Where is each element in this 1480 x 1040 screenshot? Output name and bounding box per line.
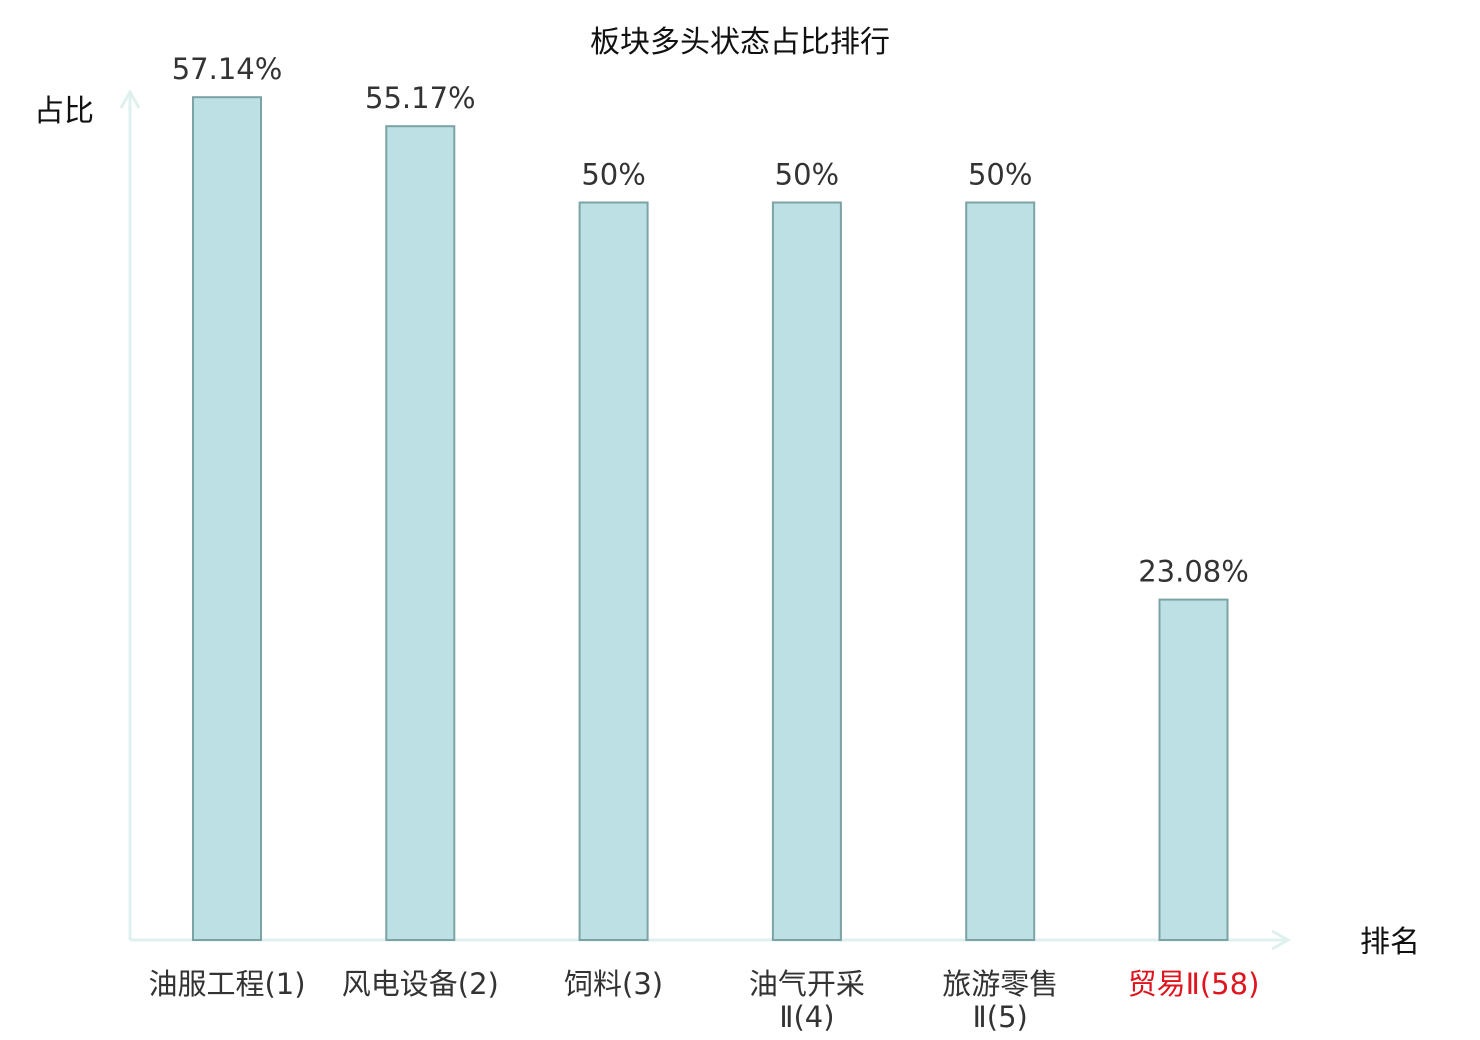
bar xyxy=(965,201,1036,941)
chart-title: 板块多头状态占比排行 xyxy=(590,25,890,60)
axes xyxy=(119,88,1292,951)
data-label: 50% xyxy=(968,158,1032,192)
y-axis-label: 占比 xyxy=(34,94,94,129)
x-tick-label: Ⅱ(4) xyxy=(779,1000,834,1034)
data-label: 50% xyxy=(775,158,839,192)
bar xyxy=(192,96,262,941)
data-label: 57.14% xyxy=(172,52,283,86)
x-tick-label: 油服工程(1) xyxy=(148,967,305,1001)
bar xyxy=(385,125,456,941)
bars-group xyxy=(192,96,1229,941)
y-axis-arrow xyxy=(119,88,141,109)
x-tick-label: 油气开采 xyxy=(749,967,865,1001)
data-label: 55.17% xyxy=(365,81,476,115)
x-tick-label: 旅游零售 xyxy=(942,967,1058,1001)
data-label: 50% xyxy=(581,158,645,192)
bar xyxy=(578,201,649,941)
bar xyxy=(1158,598,1229,941)
data-label: 23.08% xyxy=(1138,555,1249,589)
x-tick-label: 风电设备(2) xyxy=(342,967,499,1001)
x-tick-label: Ⅱ(5) xyxy=(973,1000,1028,1034)
x-tick-label: 贸易Ⅱ(58) xyxy=(1128,967,1260,1001)
value-labels-group: 57.14% 55.17% 50% 50% 50% 23.08% xyxy=(172,52,1249,588)
x-tick-label: 饲料(3) xyxy=(564,967,663,1001)
x-axis-arrow xyxy=(1271,929,1292,951)
bar xyxy=(771,201,842,941)
x-axis-label: 排名 xyxy=(1360,925,1420,960)
